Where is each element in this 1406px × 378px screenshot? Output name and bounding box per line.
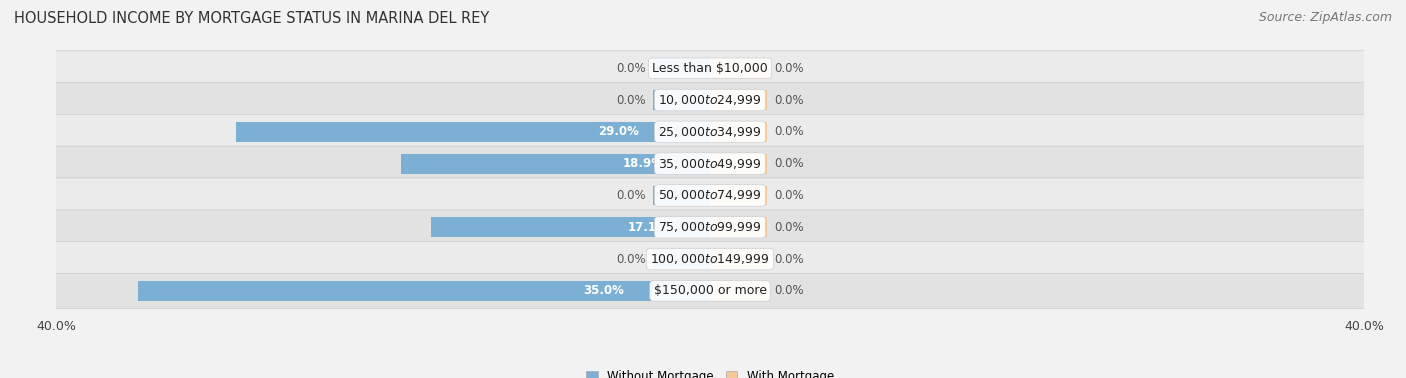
Text: Less than $10,000: Less than $10,000 bbox=[652, 62, 768, 75]
FancyBboxPatch shape bbox=[55, 178, 1365, 213]
Text: 35.0%: 35.0% bbox=[583, 284, 624, 297]
Text: $10,000 to $24,999: $10,000 to $24,999 bbox=[658, 93, 762, 107]
FancyBboxPatch shape bbox=[55, 210, 1365, 245]
FancyBboxPatch shape bbox=[55, 51, 1365, 86]
FancyBboxPatch shape bbox=[55, 114, 1365, 149]
Bar bbox=[710, 217, 768, 237]
Text: 0.0%: 0.0% bbox=[773, 93, 803, 107]
Text: 0.0%: 0.0% bbox=[773, 62, 803, 75]
Text: $75,000 to $99,999: $75,000 to $99,999 bbox=[658, 220, 762, 234]
FancyBboxPatch shape bbox=[55, 146, 1365, 181]
Text: $25,000 to $34,999: $25,000 to $34,999 bbox=[658, 125, 762, 139]
Text: Source: ZipAtlas.com: Source: ZipAtlas.com bbox=[1258, 11, 1392, 24]
Text: HOUSEHOLD INCOME BY MORTGAGE STATUS IN MARINA DEL REY: HOUSEHOLD INCOME BY MORTGAGE STATUS IN M… bbox=[14, 11, 489, 26]
Text: $150,000 or more: $150,000 or more bbox=[654, 284, 766, 297]
Text: $50,000 to $74,999: $50,000 to $74,999 bbox=[658, 189, 762, 203]
Legend: Without Mortgage, With Mortgage: Without Mortgage, With Mortgage bbox=[581, 365, 839, 378]
Bar bbox=[430, 217, 710, 237]
Bar bbox=[652, 249, 710, 269]
FancyBboxPatch shape bbox=[55, 242, 1365, 277]
Text: 0.0%: 0.0% bbox=[773, 253, 803, 266]
Bar bbox=[710, 281, 768, 301]
Text: 0.0%: 0.0% bbox=[773, 189, 803, 202]
Text: $35,000 to $49,999: $35,000 to $49,999 bbox=[658, 156, 762, 170]
FancyBboxPatch shape bbox=[55, 82, 1365, 118]
FancyBboxPatch shape bbox=[55, 273, 1365, 308]
Bar bbox=[710, 90, 768, 110]
Text: 0.0%: 0.0% bbox=[773, 221, 803, 234]
Text: 0.0%: 0.0% bbox=[617, 189, 647, 202]
Text: 0.0%: 0.0% bbox=[773, 157, 803, 170]
Bar bbox=[710, 186, 768, 205]
Bar bbox=[236, 122, 710, 142]
Bar bbox=[652, 90, 710, 110]
Text: 0.0%: 0.0% bbox=[617, 253, 647, 266]
Text: 0.0%: 0.0% bbox=[617, 93, 647, 107]
Bar bbox=[138, 281, 710, 301]
Text: 18.9%: 18.9% bbox=[623, 157, 664, 170]
Text: 0.0%: 0.0% bbox=[773, 125, 803, 138]
Text: 29.0%: 29.0% bbox=[598, 125, 638, 138]
Bar bbox=[710, 58, 768, 78]
Bar bbox=[401, 154, 710, 174]
Bar bbox=[710, 249, 768, 269]
Text: 0.0%: 0.0% bbox=[773, 284, 803, 297]
Text: $100,000 to $149,999: $100,000 to $149,999 bbox=[651, 252, 769, 266]
Bar bbox=[652, 186, 710, 205]
Bar bbox=[710, 122, 768, 142]
Bar bbox=[652, 58, 710, 78]
Text: 17.1%: 17.1% bbox=[627, 221, 668, 234]
Text: 0.0%: 0.0% bbox=[617, 62, 647, 75]
Bar bbox=[710, 154, 768, 174]
